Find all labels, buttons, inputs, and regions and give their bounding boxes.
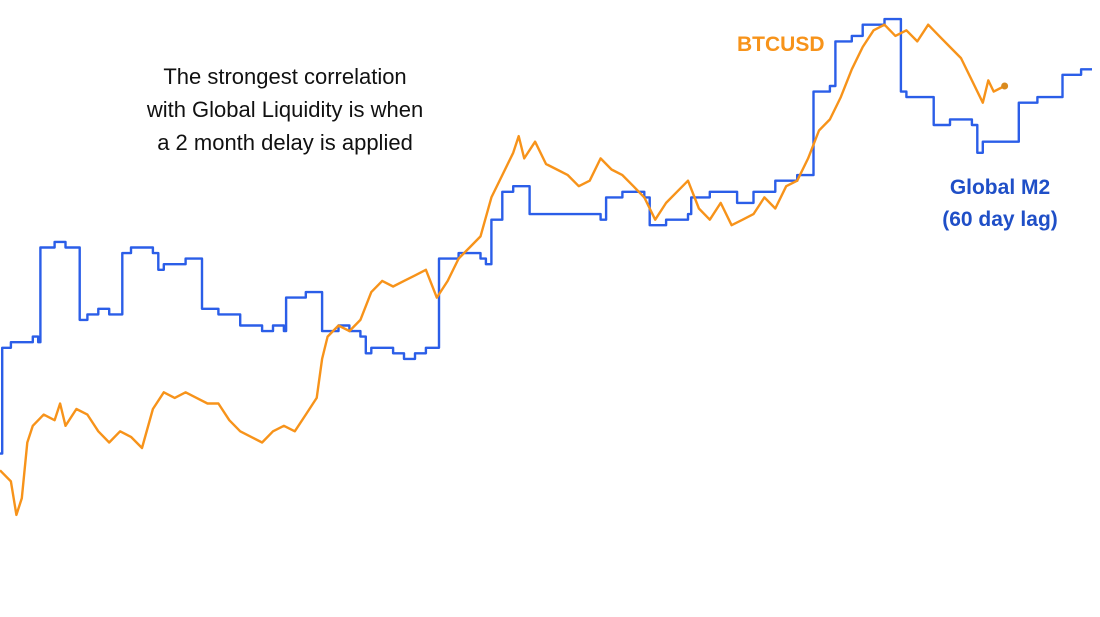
- global-m2-label-line-2: (60 day lag): [942, 208, 1058, 231]
- annotation-line-2: with Global Liquidity is when: [146, 97, 424, 122]
- btcusd-series-label: BTCUSD: [737, 33, 825, 56]
- btcusd-series-line: [0, 23, 1006, 517]
- btcusd-last-point: [1001, 82, 1009, 90]
- annotation-line-1: The strongest correlation: [163, 64, 407, 89]
- annotation-line-3: a 2 month delay is applied: [157, 130, 413, 155]
- series-layer: [0, 17, 1092, 517]
- annotation-text: The strongest correlation with Global Li…: [100, 60, 470, 159]
- global-m2-label-line-1: Global M2: [949, 176, 1051, 199]
- global-m2-series-line: [0, 17, 1092, 455]
- global-m2-series-label: Global M2 (60 day lag): [915, 172, 1085, 236]
